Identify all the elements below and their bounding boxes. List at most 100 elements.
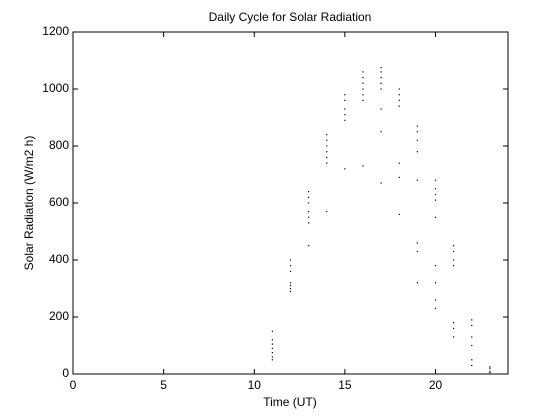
point: [344, 119, 346, 121]
point: [471, 336, 473, 338]
x-tick-label: 20: [429, 378, 443, 392]
point: [326, 162, 328, 164]
point: [308, 202, 310, 204]
point: [434, 282, 437, 284]
point: [326, 151, 328, 153]
point: [326, 156, 328, 158]
point: [362, 94, 364, 96]
point: [271, 359, 273, 361]
point: [326, 134, 328, 136]
x-tick-label: 0: [70, 378, 77, 392]
point: [362, 71, 364, 73]
point: [326, 139, 328, 141]
point: [380, 88, 382, 90]
point: [398, 105, 400, 107]
point: [308, 191, 310, 193]
y-tick-label: 800: [49, 138, 69, 152]
point: [362, 88, 364, 90]
point: [362, 165, 364, 167]
chart-title: Daily Cycle for Solar Radiation: [209, 10, 372, 24]
point: [326, 145, 328, 147]
point: [453, 245, 455, 247]
point: [380, 71, 382, 73]
point: [362, 99, 364, 101]
point: [308, 222, 310, 224]
y-tick-label: 0: [62, 366, 69, 380]
point: [489, 371, 491, 374]
point: [471, 324, 473, 327]
y-tick-label: 400: [49, 252, 69, 266]
x-tick-label: 10: [248, 378, 262, 392]
point: [416, 250, 418, 253]
x-tick-label: 15: [338, 378, 352, 392]
point: [308, 196, 310, 198]
point: [271, 343, 273, 345]
y-axis-label: Solar Radiation (W/m2 h): [22, 136, 36, 271]
point: [289, 265, 292, 267]
point: [489, 370, 491, 372]
point: [380, 131, 382, 133]
point: [398, 162, 400, 164]
point: [362, 82, 364, 84]
point: [380, 77, 382, 79]
point: [434, 299, 437, 301]
point: [380, 82, 382, 84]
point: [380, 108, 382, 110]
point: [398, 213, 400, 215]
point: [398, 99, 400, 101]
point: [289, 259, 292, 261]
point: [289, 290, 292, 292]
point: [416, 125, 418, 127]
point: [434, 193, 437, 196]
point: [362, 77, 364, 79]
point: [271, 352, 273, 354]
point: [471, 319, 473, 321]
x-tick-label: 5: [160, 378, 167, 392]
point: [453, 265, 455, 267]
y-tick-label: 600: [49, 195, 69, 209]
point: [471, 344, 473, 347]
point: [308, 210, 310, 213]
point: [416, 131, 418, 133]
point: [434, 307, 437, 310]
point: [416, 282, 418, 284]
point: [453, 336, 455, 338]
point: [380, 67, 382, 69]
point: [271, 347, 273, 349]
point: [453, 250, 455, 253]
point: [453, 259, 455, 261]
point: [289, 282, 292, 284]
point: [453, 327, 455, 329]
point: [380, 182, 382, 184]
y-tick-label: 1200: [42, 24, 69, 38]
point: [308, 216, 310, 218]
point: [271, 356, 273, 358]
point: [398, 94, 400, 96]
point: [416, 179, 418, 181]
point: [344, 168, 346, 170]
point: [289, 287, 292, 290]
point: [434, 216, 437, 218]
point: [434, 179, 437, 181]
point: [344, 108, 346, 110]
point: [289, 285, 292, 287]
point: [289, 270, 292, 272]
point: [416, 139, 418, 141]
y-tick-label: 1000: [42, 81, 69, 95]
point: [489, 366, 491, 368]
point: [271, 339, 273, 341]
point: [344, 114, 346, 116]
point: [344, 99, 346, 101]
point: [308, 245, 310, 247]
point: [416, 242, 418, 244]
point: [271, 330, 273, 332]
point: [398, 88, 400, 90]
point: [471, 359, 473, 361]
point: [489, 367, 491, 369]
point: [326, 210, 328, 213]
point: [434, 199, 437, 201]
point: [416, 151, 418, 153]
point: [398, 176, 400, 178]
point: [344, 94, 346, 96]
